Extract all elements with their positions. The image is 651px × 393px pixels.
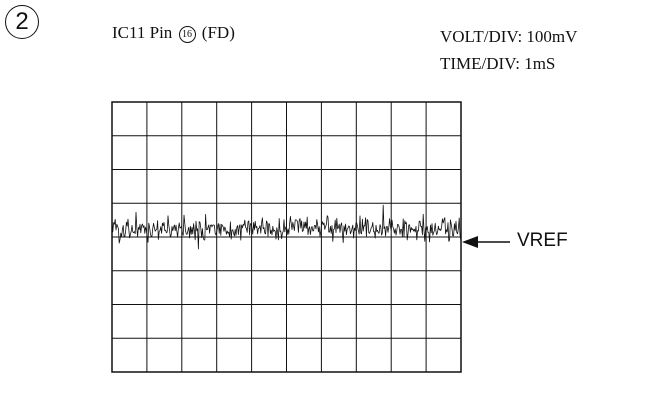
signal-label: IC11 Pin 16 (FD) — [112, 23, 235, 43]
signal-label-prefix: IC11 Pin — [112, 23, 173, 42]
volt-div-row: VOLT/DIV: 100mV — [440, 23, 577, 50]
scope-settings: VOLT/DIV: 100mV TIME/DIV: 1mS — [440, 23, 577, 77]
volt-div-label: VOLT/DIV: — [440, 27, 523, 46]
time-div-value: 1mS — [524, 54, 556, 73]
pin-number: 16 — [182, 29, 193, 40]
volt-div-value: 100mV — [526, 27, 578, 46]
time-div-row: TIME/DIV: 1mS — [440, 50, 577, 77]
vref-arrow-head — [462, 236, 478, 248]
time-div-label: TIME/DIV: — [440, 54, 520, 73]
signal-label-suffix: (FD) — [201, 23, 235, 42]
vref-label: VREF — [517, 230, 568, 251]
step-number: 2 — [15, 8, 29, 35]
graticule-grid — [111, 101, 462, 373]
step-number-circle: 2 — [5, 5, 39, 39]
pin-number-circle: 16 — [178, 26, 196, 43]
noise-trace — [111, 204, 462, 250]
